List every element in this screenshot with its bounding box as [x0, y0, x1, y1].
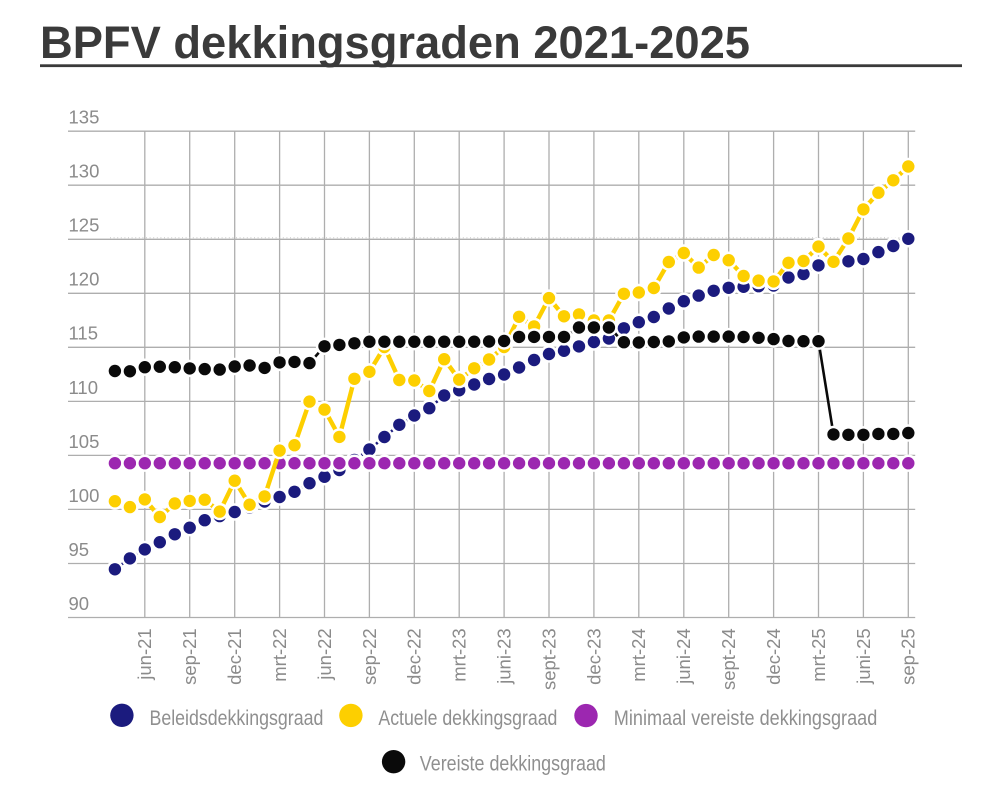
svg-text:Actuele dekkingsgraad: Actuele dekkingsgraad	[378, 707, 557, 731]
svg-text:juni-23: juni-23	[494, 628, 515, 685]
svg-text:90: 90	[69, 593, 90, 614]
svg-text:mrt-23: mrt-23	[449, 628, 470, 681]
svg-text:sep-21: sep-21	[179, 628, 200, 685]
svg-text:sept-24: sept-24	[718, 628, 739, 690]
svg-text:dec-23: dec-23	[583, 628, 604, 685]
svg-text:Minimaal vereiste dekkingsgraa: Minimaal vereiste dekkingsgraad	[614, 707, 877, 731]
svg-text:juni-24: juni-24	[673, 628, 694, 685]
svg-text:105: 105	[69, 431, 100, 452]
svg-text:mrt-25: mrt-25	[808, 628, 829, 681]
svg-text:110: 110	[69, 377, 99, 398]
svg-text:juni-25: juni-25	[853, 628, 874, 685]
svg-text:125: 125	[69, 215, 100, 236]
svg-text:100: 100	[69, 485, 100, 506]
svg-text:dec-21: dec-21	[224, 628, 245, 685]
svg-text:130: 130	[69, 161, 100, 182]
svg-text:135: 135	[69, 107, 100, 128]
svg-text:120: 120	[69, 269, 100, 290]
svg-text:mrt-22: mrt-22	[269, 628, 290, 681]
svg-text:Beleidsdekkingsgraad: Beleidsdekkingsgraad	[150, 707, 324, 731]
svg-text:BPFV dekkingsgraden 2021-2025: BPFV dekkingsgraden 2021-2025	[40, 17, 750, 68]
svg-text:dec-22: dec-22	[404, 628, 425, 685]
svg-text:115: 115	[69, 323, 99, 344]
svg-text:Vereiste dekkingsgraad: Vereiste dekkingsgraad	[420, 752, 606, 776]
svg-text:dec-24: dec-24	[763, 628, 784, 685]
svg-text:sept-23: sept-23	[538, 628, 559, 690]
svg-text:mrt-24: mrt-24	[628, 628, 649, 681]
svg-text:95: 95	[69, 539, 90, 560]
svg-text:sep-25: sep-25	[898, 628, 919, 685]
svg-text:jun-21: jun-21	[134, 628, 155, 680]
svg-text:jun-22: jun-22	[314, 628, 335, 680]
svg-text:sep-22: sep-22	[359, 628, 380, 685]
